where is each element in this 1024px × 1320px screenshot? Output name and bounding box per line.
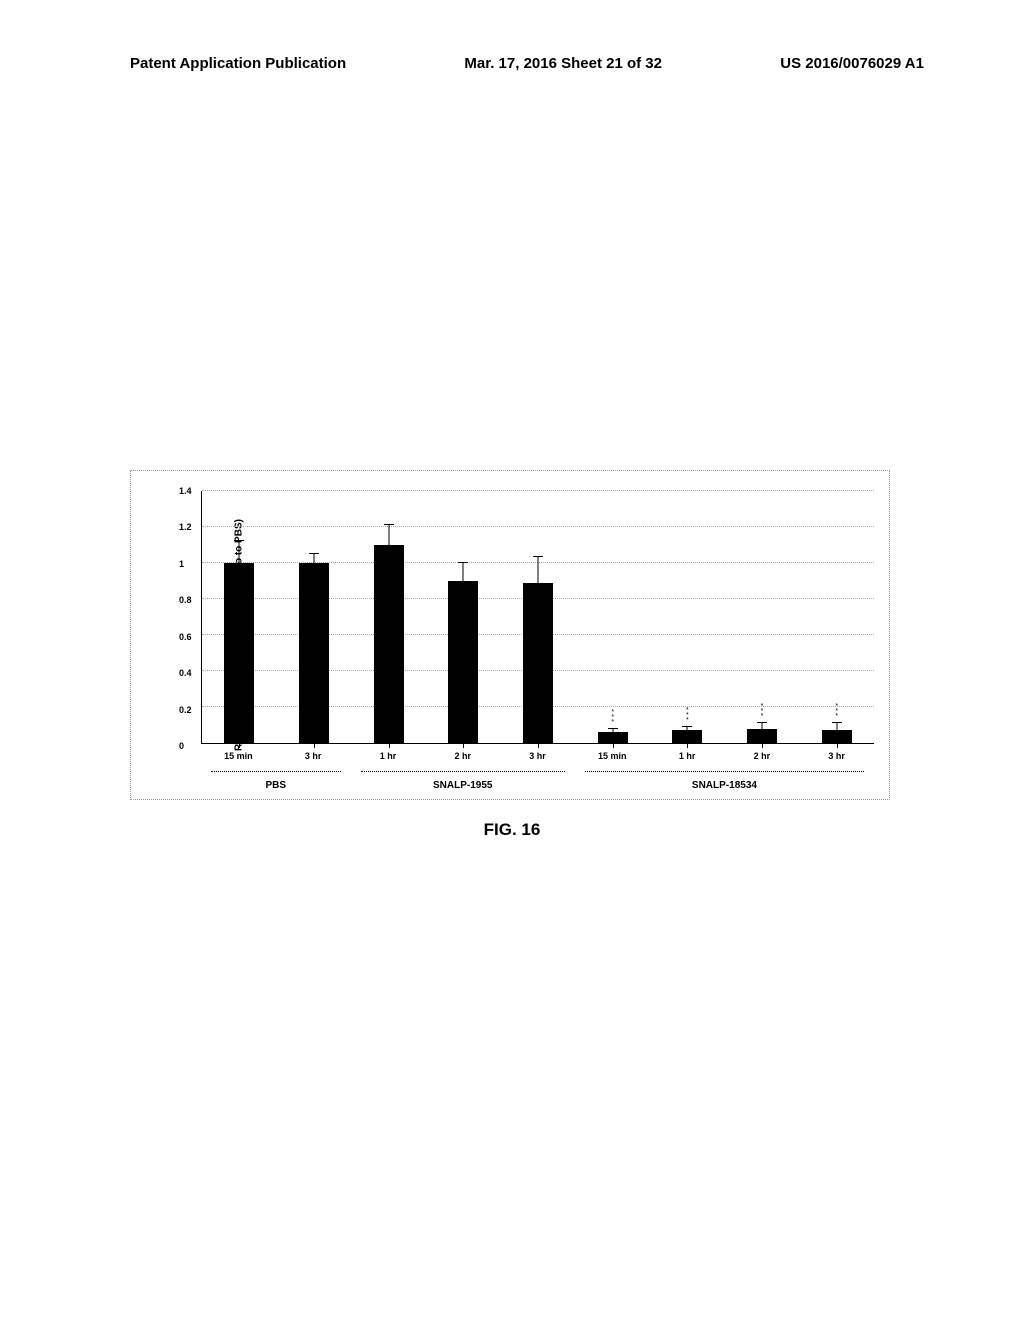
error-bar (687, 727, 688, 731)
header-publication: Patent Application Publication (130, 55, 346, 72)
bar (523, 583, 553, 743)
x-tick-mark (613, 743, 614, 748)
significance-marks: *** (686, 708, 689, 723)
group-label-text: SNALP-1955 (433, 780, 492, 791)
error-bar-cap (234, 540, 244, 541)
x-tick-label: 2 hr (724, 751, 799, 761)
group-underline (361, 771, 565, 772)
group-underline (585, 771, 864, 772)
x-tick-label: 3 hr (276, 751, 351, 761)
error-bar-cap (757, 722, 767, 723)
x-tick-mark (239, 743, 240, 748)
chart-plot-area: *** *** *** *** (201, 491, 874, 744)
error-bar (314, 554, 315, 563)
x-tick-label: 3 hr (500, 751, 575, 761)
error-bar-cap (832, 722, 842, 723)
error-bar (762, 723, 763, 728)
error-bar-cap (533, 556, 543, 557)
bar-group: *** (650, 491, 725, 743)
error-bar (538, 557, 539, 583)
x-tick-label: 2 hr (425, 751, 500, 761)
y-tick-label: 0.6 (179, 632, 192, 642)
error-bar-cap (458, 562, 468, 563)
group-label: SNALP-18534 (575, 780, 874, 791)
bar-group: *** (725, 491, 800, 743)
bars-container: *** *** *** *** (202, 491, 874, 743)
x-axis-labels: 15 min3 hr1 hr2 hr3 hr15 min1 hr2 hr3 hr (201, 751, 874, 761)
significance-marks: *** (835, 704, 838, 719)
group-label-text: PBS (265, 780, 286, 791)
y-tick-label: 0 (179, 741, 184, 751)
bar-group (202, 491, 277, 743)
error-bar-cap (608, 728, 618, 729)
error-bar-cap (384, 524, 394, 525)
x-tick-label: 1 hr (650, 751, 725, 761)
bar-group: *** (799, 491, 874, 743)
header-sheet-info: Mar. 17, 2016 Sheet 21 of 32 (464, 55, 662, 72)
y-tick-label: 1.2 (179, 522, 192, 532)
error-bar (239, 541, 240, 563)
error-bar-cap (309, 553, 319, 554)
group-underline (211, 771, 341, 772)
x-tick-label: 1 hr (351, 751, 426, 761)
bar-chart: Realtive TTR mRNA Level (normalized to t… (130, 470, 890, 800)
significance-marks: *** (611, 710, 614, 725)
group-label: SNALP-1955 (351, 780, 575, 791)
x-tick-mark (314, 743, 315, 748)
error-bar (463, 563, 464, 581)
bar (224, 563, 254, 743)
error-bar (388, 525, 389, 545)
x-tick-mark (687, 743, 688, 748)
x-tick-label: 15 min (575, 751, 650, 761)
header-patent-number: US 2016/0076029 A1 (780, 55, 924, 72)
bar: *** (672, 730, 702, 743)
significance-marks: *** (761, 704, 764, 719)
x-tick-mark (762, 743, 763, 748)
bar-group: *** (575, 491, 650, 743)
x-tick-mark (389, 743, 390, 748)
bar: *** (822, 730, 852, 743)
group-label-text: SNALP-18534 (692, 780, 757, 791)
error-bar (836, 723, 837, 730)
bar (299, 563, 329, 743)
group-labels: PBS SNALP-1955 SNALP-18534 (201, 780, 874, 791)
error-bar-cap (682, 726, 692, 727)
page-header: Patent Application Publication Mar. 17, … (0, 55, 1024, 72)
x-tick-label: 3 hr (799, 751, 874, 761)
bar: *** (747, 729, 777, 743)
bar (448, 581, 478, 743)
y-tick-label: 1 (179, 559, 184, 569)
figure-caption: FIG. 16 (0, 820, 1024, 840)
x-tick-mark (463, 743, 464, 748)
y-tick-label: 0.4 (179, 668, 192, 678)
x-tick-label: 15 min (201, 751, 276, 761)
x-tick-mark (538, 743, 539, 748)
y-tick-label: 0.8 (179, 595, 192, 605)
bar (374, 545, 404, 743)
bar-group (351, 491, 426, 743)
bar: *** (598, 732, 628, 743)
y-tick-label: 0.2 (179, 705, 192, 715)
bar-group (501, 491, 576, 743)
bar-group (277, 491, 352, 743)
group-label: PBS (201, 780, 351, 791)
error-bar (612, 729, 613, 733)
y-tick-label: 1.4 (179, 486, 192, 496)
bar-group (426, 491, 501, 743)
x-tick-mark (837, 743, 838, 748)
